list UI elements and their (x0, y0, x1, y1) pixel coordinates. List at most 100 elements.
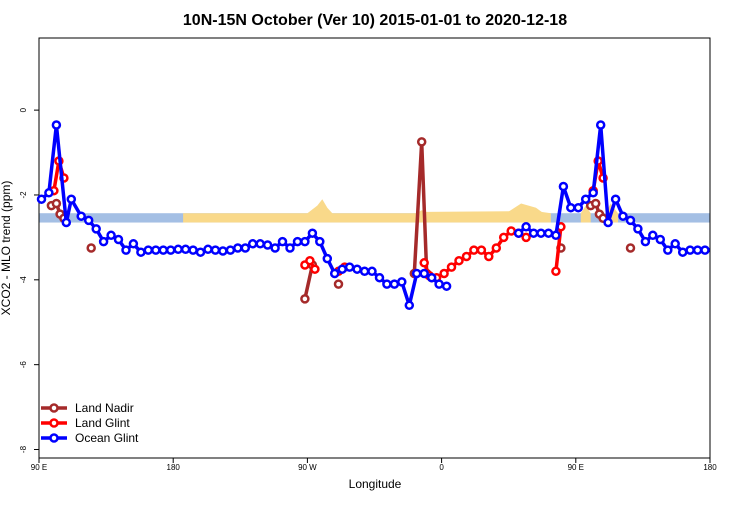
ocean-glint-point (329, 268, 340, 279)
land-nadir-point (625, 243, 636, 253)
ocean-glint-point (640, 236, 651, 247)
ocean-glint-point (36, 194, 47, 204)
ocean-glint-point (255, 239, 265, 249)
ocean-glint-point (633, 224, 643, 234)
ocean-glint-point (247, 239, 258, 249)
ocean-glint-point (98, 236, 109, 247)
ocean-glint-point (300, 236, 310, 247)
ocean-glint-point (218, 246, 228, 256)
ocean-glint-point (91, 224, 101, 234)
land-glint-point (469, 245, 479, 255)
y-axis-label: XCO2 - MLO trend (ppm) (0, 181, 13, 316)
x-tick-label-3: 0 (439, 463, 444, 472)
y-tick-label-0: 0 (19, 107, 28, 112)
ocean-glint-point (322, 253, 333, 264)
plot-frame (38, 37, 711, 459)
ocean-glint-point (551, 230, 561, 241)
ocean-glint-point (225, 245, 236, 255)
ocean-glint-point (528, 228, 539, 238)
ocean-glint-point (536, 228, 546, 238)
land-glint-point (551, 266, 561, 277)
ocean-glint-point (655, 234, 666, 245)
legend-label-land-nadir: Land Nadir (75, 401, 134, 415)
ocean-glint-point (277, 236, 288, 247)
ocean-glint-point (692, 245, 703, 255)
x-tick-label-2: 90 W (298, 463, 317, 472)
legend-marker-ocean-glint (49, 433, 59, 443)
land-glint-point (506, 226, 516, 236)
x-tick-label-0: 90 E (31, 463, 47, 472)
legend-label-ocean-glint: Ocean Glint (75, 431, 139, 445)
ocean-glint-point (610, 194, 621, 204)
legend-label-land-glint: Land Glint (75, 416, 130, 430)
ocean-glint-point (595, 120, 606, 130)
coverage-fill-6 (183, 213, 437, 223)
ocean-glint-point (158, 245, 169, 255)
land-glint-point (521, 232, 531, 243)
land-glint-point (305, 255, 315, 266)
ocean-glint-point (426, 272, 437, 283)
ocean-glint-point (618, 211, 628, 221)
ocean-glint-point (151, 245, 161, 255)
ocean-glint-point (685, 245, 695, 255)
ocean-glint-point (61, 217, 72, 228)
land-nadir-point (333, 279, 344, 289)
land-glint-point (446, 262, 457, 272)
land-nadir-point (51, 198, 62, 209)
land-nadir-point (300, 294, 310, 304)
ocean-glint-point (262, 240, 273, 250)
ocean-glint-point (344, 262, 355, 272)
ocean-glint-point (603, 217, 613, 228)
land-glint-point (419, 258, 429, 268)
series-ocean-glint (36, 120, 710, 311)
ocean-glint-point (419, 268, 429, 279)
ocean-glint-point (625, 215, 636, 226)
ocean-glint-point (404, 300, 415, 311)
ocean-glint-point (233, 243, 243, 253)
ocean-glint-point (136, 247, 146, 257)
ocean-glint-point (573, 202, 584, 213)
ocean-glint-point (76, 211, 86, 221)
coverage-fill-3 (506, 203, 544, 223)
x-axis-label: Longitude (349, 477, 402, 491)
ocean-glint-point (441, 281, 452, 291)
ocean-glint-point (374, 272, 385, 283)
ocean-glint-point (180, 244, 191, 255)
ocean-glint-point (195, 247, 206, 257)
land-glint-point (461, 251, 472, 262)
ocean-glint-point (352, 264, 362, 274)
land-glint-point (454, 255, 464, 266)
ocean-glint-point (434, 279, 444, 289)
land-nadir-point (590, 198, 601, 209)
land-nadir-point (86, 243, 96, 253)
ocean-glint-point (382, 279, 392, 289)
ocean-glint-point (513, 228, 524, 238)
ocean-glint-point (700, 245, 710, 255)
ocean-glint-point (121, 245, 131, 255)
ocean-glint-point (188, 245, 198, 255)
land-nadir-line-4 (412, 140, 433, 280)
land-glint-point (498, 232, 509, 243)
ocean-glint-point (543, 228, 554, 238)
land-glint-point (439, 268, 449, 279)
y-tick-label-3: -6 (19, 361, 28, 369)
land-glint-point (491, 243, 502, 253)
ocean-glint-point (51, 120, 62, 130)
ocean-glint-point (143, 245, 154, 255)
background-bands (39, 199, 710, 223)
ocean-glint-point (389, 279, 400, 289)
ocean-glint-point (83, 215, 94, 226)
ocean-glint-point (558, 181, 569, 192)
x-tick-label-1: 180 (167, 463, 181, 472)
ocean-glint-point (285, 243, 295, 253)
ocean-glint-point (677, 247, 688, 257)
chart-title: 10N-15N October (Ver 10) 2015-01-01 to 2… (183, 12, 567, 29)
ocean-glint-point (106, 230, 116, 241)
ocean-glint-point (165, 245, 176, 255)
ocean-glint-point (397, 277, 407, 287)
legend-marker-land-glint (49, 418, 59, 428)
ocean-glint-point (580, 194, 591, 204)
coverage-fill-4 (580, 205, 591, 223)
